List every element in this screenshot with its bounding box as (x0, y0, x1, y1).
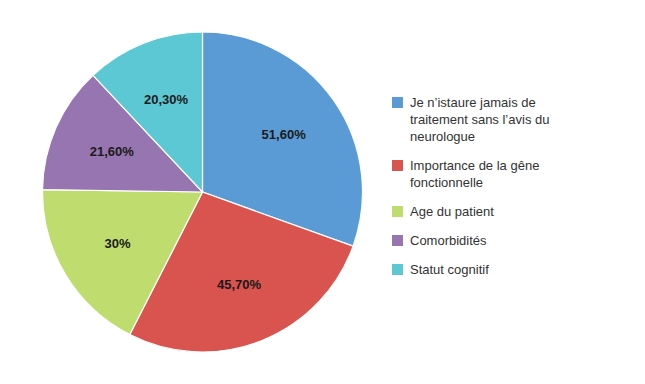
html-text:fonctionnelle: fonctionnelle (410, 175, 483, 190)
svg-text:45,70%: 45,70% (217, 277, 262, 292)
html-text:Importance de la gêne: Importance de la gêne (410, 158, 540, 173)
svg-text:30%: 30% (105, 236, 131, 251)
html-text:traitement sans l’avis du: traitement sans l’avis du (410, 112, 550, 127)
html-text:Statut cognitif: Statut cognitif (410, 262, 489, 277)
svg-text:20,30%: 20,30% (144, 92, 189, 107)
html-text:Age du patient: Age du patient (410, 204, 494, 219)
html-text:Comorbidités: Comorbidités (410, 233, 487, 248)
svg-text:21,60%: 21,60% (90, 144, 135, 159)
html-text:Je n’istaure jamais de: Je n’istaure jamais de (410, 95, 536, 110)
svg-text:51,60%: 51,60% (262, 127, 307, 142)
html-text:neurologue: neurologue (410, 129, 476, 144)
